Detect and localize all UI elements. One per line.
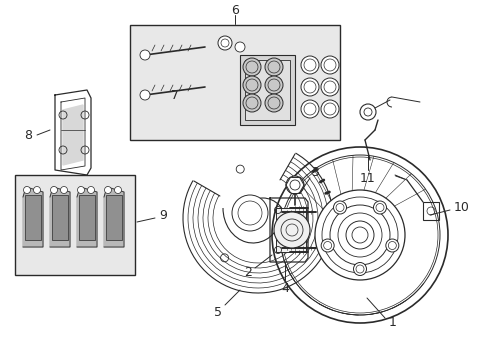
Circle shape xyxy=(61,186,67,194)
Circle shape xyxy=(314,190,404,280)
Polygon shape xyxy=(23,187,43,247)
Polygon shape xyxy=(63,105,83,165)
Circle shape xyxy=(243,76,261,94)
Circle shape xyxy=(264,76,283,94)
Circle shape xyxy=(321,239,333,252)
Bar xyxy=(422,202,438,220)
Circle shape xyxy=(87,186,94,194)
Circle shape xyxy=(301,56,318,74)
Circle shape xyxy=(285,176,304,194)
Text: 8: 8 xyxy=(24,129,32,141)
Circle shape xyxy=(114,186,121,194)
Bar xyxy=(106,195,122,240)
Bar xyxy=(25,195,41,240)
Text: 6: 6 xyxy=(231,4,239,17)
Circle shape xyxy=(385,239,398,252)
Text: 7: 7 xyxy=(171,89,179,102)
Circle shape xyxy=(320,78,338,96)
Circle shape xyxy=(373,201,386,214)
Circle shape xyxy=(301,78,318,96)
Polygon shape xyxy=(104,187,124,247)
Circle shape xyxy=(333,201,346,214)
Circle shape xyxy=(353,262,366,275)
Circle shape xyxy=(34,186,41,194)
Circle shape xyxy=(329,205,389,265)
Bar xyxy=(130,25,339,140)
Bar xyxy=(240,55,294,125)
Circle shape xyxy=(264,58,283,76)
Circle shape xyxy=(231,195,267,231)
Circle shape xyxy=(273,212,309,248)
Circle shape xyxy=(320,56,338,74)
Text: 1: 1 xyxy=(388,316,396,329)
Circle shape xyxy=(50,186,58,194)
Circle shape xyxy=(271,147,447,323)
Circle shape xyxy=(264,94,283,112)
Bar xyxy=(79,195,95,240)
Text: 4: 4 xyxy=(281,282,288,294)
Bar xyxy=(244,60,289,120)
Circle shape xyxy=(140,50,150,60)
Polygon shape xyxy=(50,187,70,247)
Bar xyxy=(15,175,135,275)
Text: 2: 2 xyxy=(244,266,251,279)
Circle shape xyxy=(218,36,231,50)
Circle shape xyxy=(301,100,318,118)
Circle shape xyxy=(104,186,111,194)
Circle shape xyxy=(140,90,150,100)
Circle shape xyxy=(23,186,30,194)
Text: 5: 5 xyxy=(214,306,222,319)
Circle shape xyxy=(77,186,84,194)
Circle shape xyxy=(320,100,338,118)
Text: 3: 3 xyxy=(310,166,318,179)
Text: 9: 9 xyxy=(159,208,166,221)
Bar xyxy=(275,208,305,252)
Circle shape xyxy=(235,42,244,52)
Text: 10: 10 xyxy=(453,201,469,213)
Text: 11: 11 xyxy=(359,171,375,185)
Circle shape xyxy=(243,58,261,76)
Circle shape xyxy=(359,104,375,120)
Polygon shape xyxy=(77,187,97,247)
Circle shape xyxy=(243,94,261,112)
Bar xyxy=(52,195,68,240)
